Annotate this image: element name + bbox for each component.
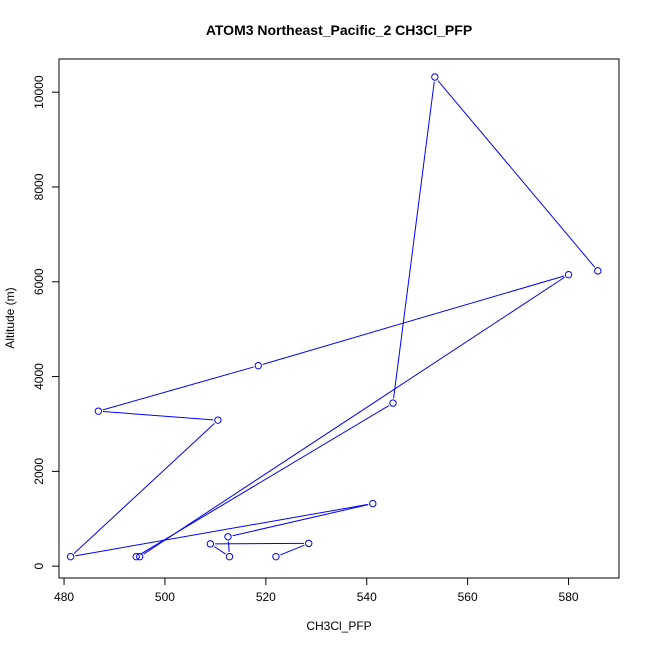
data-point: [305, 539, 313, 548]
data-point: [431, 73, 439, 81]
x-tick-label: 580: [559, 590, 579, 604]
data-point: [369, 499, 377, 508]
data-point: [272, 552, 280, 561]
data-point: [94, 407, 103, 415]
data-point: [206, 540, 215, 548]
y-axis-label: Altitude (m): [3, 287, 17, 348]
y-tick-label: 2000: [32, 458, 46, 485]
data-point: [214, 416, 222, 424]
data-point: [225, 552, 234, 561]
series-segment: [227, 541, 230, 553]
data-point: [389, 399, 397, 407]
x-axis: 480 500 520 540 560 580: [54, 577, 579, 604]
y-tick-label: 8000: [32, 173, 46, 200]
x-tick-label: 520: [256, 590, 276, 604]
series-segment: [75, 503, 369, 557]
x-tick-label: 480: [54, 590, 74, 604]
series-segment: [280, 544, 305, 556]
data-point: [224, 533, 232, 541]
data-point: [132, 552, 140, 561]
x-tick-label: 560: [458, 590, 478, 604]
chart-title: ATOM3 Northeast_Pacific_2 CH3Cl_PFP: [206, 22, 472, 38]
series-segment: [262, 275, 565, 365]
series-segment: [73, 422, 215, 554]
series-segment: [139, 405, 390, 555]
series-segment: [232, 504, 369, 537]
data-point: [136, 552, 144, 561]
series-segment: [102, 366, 254, 411]
data-point: [66, 552, 75, 561]
x-tick-label: 500: [155, 590, 175, 604]
series-segment: [393, 81, 435, 399]
data-point: [254, 361, 262, 370]
series-segment: [213, 546, 226, 555]
series-segment: [437, 80, 596, 268]
x-axis-label: CH3Cl_PFP: [306, 619, 371, 633]
data-point: [564, 270, 573, 279]
series-segment: [103, 411, 214, 421]
y-tick-label: 6000: [32, 268, 46, 295]
y-axis: 0 2000 4000 6000 8000 10000: [32, 75, 60, 569]
data-point: [594, 267, 602, 275]
y-tick-label: 10000: [32, 75, 46, 109]
series-ch3cl: [66, 73, 602, 561]
series-segment: [143, 276, 565, 555]
y-tick-label: 0: [32, 562, 46, 569]
y-tick-label: 4000: [32, 363, 46, 390]
x-tick-label: 540: [357, 590, 377, 604]
